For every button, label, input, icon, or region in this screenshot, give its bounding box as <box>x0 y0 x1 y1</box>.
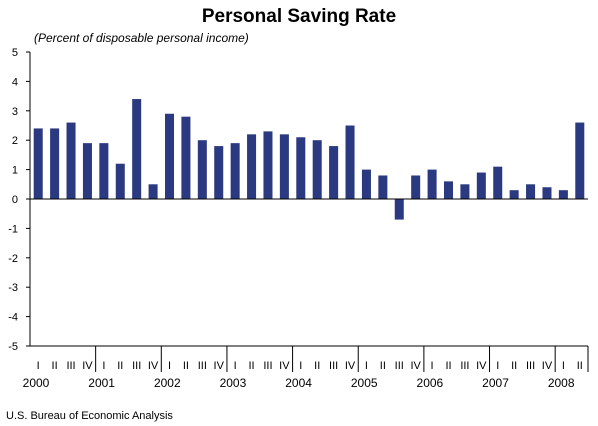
bar <box>132 99 142 199</box>
x-tick-label: I <box>102 360 105 372</box>
year-label: 2000 <box>23 376 50 390</box>
x-tick-label: II <box>577 360 583 372</box>
year-label: 2007 <box>482 376 509 390</box>
bar <box>476 172 486 199</box>
bar <box>312 140 322 199</box>
bar <box>66 122 76 199</box>
bar <box>345 125 355 199</box>
x-tick-label: I <box>365 360 368 372</box>
x-tick-label: IV <box>82 360 93 372</box>
x-tick-label: II <box>248 360 254 372</box>
x-tick-label: IV <box>542 360 553 372</box>
y-tick-label: -5 <box>8 341 18 353</box>
bar <box>247 134 257 199</box>
y-tick-label: 4 <box>12 76 18 88</box>
y-tick-label: 3 <box>12 106 18 118</box>
x-tick-label: III <box>198 360 207 372</box>
x-tick-label: III <box>132 360 141 372</box>
x-tick-label: II <box>511 360 517 372</box>
bar <box>181 116 191 199</box>
chart-subtitle: (Percent of disposable personal income) <box>34 31 249 45</box>
year-label: 2006 <box>417 376 444 390</box>
bar <box>575 122 585 199</box>
y-tick-label: 2 <box>12 135 18 147</box>
bar <box>230 143 240 199</box>
y-tick-label: -2 <box>8 253 18 265</box>
x-tick-label: IV <box>214 360 225 372</box>
bar <box>263 131 273 199</box>
source-note: U.S. Bureau of Economic Analysis <box>6 410 173 422</box>
year-label: 2001 <box>88 376 115 390</box>
bars-layer <box>33 99 585 220</box>
bar <box>427 169 437 199</box>
bar <box>443 181 454 199</box>
x-tick-label: III <box>460 360 469 372</box>
x-tick-label: IV <box>410 360 421 372</box>
year-label: 2005 <box>351 376 378 390</box>
x-tick-label: II <box>445 360 451 372</box>
bar <box>361 169 371 199</box>
x-tick-label: I <box>431 360 434 372</box>
y-tick-label: -3 <box>8 282 18 294</box>
x-tick-label: III <box>66 360 75 372</box>
bar <box>493 166 503 199</box>
x-tick-label: IV <box>279 360 290 372</box>
bar <box>296 137 306 199</box>
y-tick-label: 1 <box>12 165 18 177</box>
bar <box>279 134 289 199</box>
year-label: 2004 <box>285 376 312 390</box>
bar <box>164 113 175 199</box>
y-tick-label: -1 <box>8 223 18 235</box>
x-tick-label: I <box>299 360 302 372</box>
bar <box>148 184 158 199</box>
axis-layer <box>26 51 589 372</box>
x-tick-label: II <box>117 360 123 372</box>
bar <box>82 143 92 199</box>
x-tick-label: I <box>496 360 499 372</box>
bar <box>115 163 125 199</box>
bar <box>50 128 60 199</box>
bar <box>460 184 470 199</box>
y-tick-label: -4 <box>8 312 18 324</box>
bar <box>526 184 536 199</box>
year-label: 2002 <box>154 376 181 390</box>
x-tick-label: I <box>234 360 237 372</box>
x-tick-label: IV <box>148 360 159 372</box>
x-tick-label: II <box>52 360 58 372</box>
bar <box>214 146 224 199</box>
bar <box>394 199 404 220</box>
chart-title: Personal Saving Rate <box>201 6 397 27</box>
bar <box>411 175 421 199</box>
x-tick-label: III <box>526 360 535 372</box>
x-tick-label: IV <box>345 360 356 372</box>
year-label: 2003 <box>220 376 247 390</box>
x-tick-label: IV <box>476 360 487 372</box>
x-tick-label: II <box>314 360 320 372</box>
bar <box>33 128 43 199</box>
x-tick-label: III <box>263 360 272 372</box>
bar <box>558 190 568 199</box>
y-tick-label: 5 <box>12 47 18 59</box>
bar <box>378 175 388 199</box>
x-tick-label: I <box>562 360 565 372</box>
x-tick-label: II <box>380 360 386 372</box>
bar <box>509 190 519 199</box>
x-tick-label: III <box>329 360 338 372</box>
year-label: 2008 <box>548 376 575 390</box>
bar <box>197 140 207 199</box>
y-tick-label: 0 <box>12 194 18 206</box>
x-tick-label: II <box>183 360 189 372</box>
bar <box>329 146 339 199</box>
x-tick-label: I <box>168 360 171 372</box>
bar <box>99 143 109 199</box>
x-tick-label: I <box>37 360 40 372</box>
x-tick-label: III <box>395 360 404 372</box>
bar <box>542 187 552 199</box>
